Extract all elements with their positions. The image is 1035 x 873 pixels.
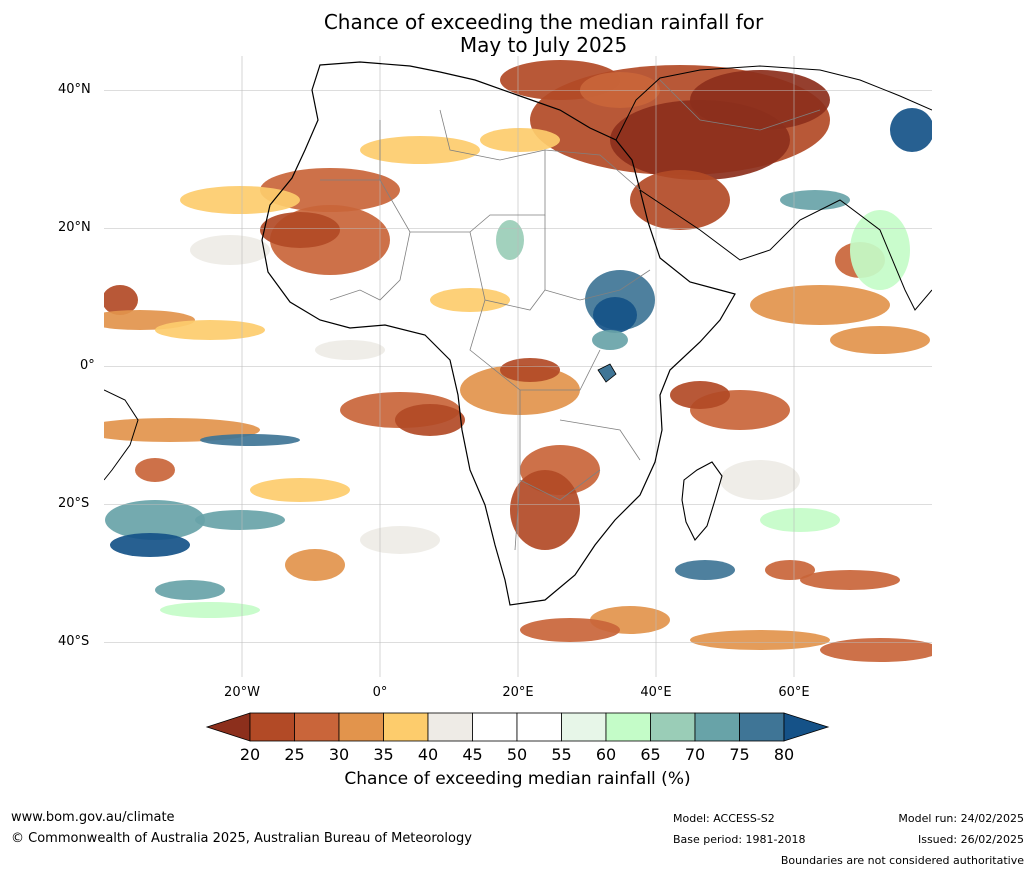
rainfall-anomaly-blob — [890, 108, 932, 152]
rainfall-anomaly-blob — [820, 638, 932, 662]
lon-label-60e: 60°E — [778, 685, 810, 700]
colorbar-segment — [383, 712, 429, 742]
rainfall-anomaly-blob — [395, 404, 465, 436]
lon-label-40e: 40°E — [640, 685, 672, 700]
colorbar-segment — [249, 712, 295, 742]
colorbar-tick-label: 50 — [506, 745, 528, 764]
colorbar-tick-label: 20 — [239, 745, 261, 764]
colorbar-tick-label: 70 — [684, 745, 706, 764]
colorbar-title: Chance of exceeding median rainfall (%) — [344, 769, 691, 789]
colorbar-extend-high — [783, 712, 830, 742]
rainfall-anomaly-blob — [520, 618, 620, 642]
rainfall-anomaly-blob — [360, 136, 480, 164]
colorbar-segment — [427, 712, 473, 742]
colorbar-tick-label: 75 — [729, 745, 750, 764]
colorbar-tick-label: 60 — [595, 745, 617, 764]
colorbar-tick-label: 45 — [462, 745, 483, 764]
colorbar-segment — [472, 712, 518, 742]
rainfall-anomaly-blob — [592, 330, 628, 350]
footer-issued: Issued: 26/02/2025 — [917, 833, 1024, 846]
rainfall-anomaly-blob — [720, 460, 800, 500]
lon-label-0: 0° — [372, 685, 388, 700]
rainfall-anomaly-blob — [675, 560, 735, 580]
rainfall-anomaly-blob — [200, 434, 300, 446]
rainfall-anomaly-blob — [670, 381, 730, 409]
footer-disclaimer: Boundaries are not considered authoritat… — [780, 854, 1024, 867]
rainfall-anomaly-blob — [760, 508, 840, 532]
footer-base-period: Base period: 1981-2018 — [673, 833, 806, 846]
rainfall-anomaly-blob — [765, 560, 815, 580]
rainfall-anomaly-blob — [750, 285, 890, 325]
colorbar-segment — [650, 712, 696, 742]
rainfall-anomaly-blob — [510, 470, 580, 550]
colorbar-segment — [739, 712, 785, 742]
rainfall-anomaly-blob — [800, 570, 900, 590]
rainfall-anomaly-blob — [250, 478, 350, 502]
colorbar-tick-label: 30 — [328, 745, 350, 764]
rainfall-anomaly-blob — [160, 602, 260, 618]
map-area — [104, 56, 932, 677]
rainfall-anomaly-blob — [110, 533, 190, 557]
rainfall-anomaly-blob — [630, 170, 730, 230]
rainfall-anomaly-blob — [155, 580, 225, 600]
rainfall-anomaly-blob — [850, 210, 910, 290]
rainfall-anomaly-blob — [315, 340, 385, 360]
title-line-1: Chance of exceeding the median rainfall … — [323, 10, 764, 34]
rainfall-anomaly-blob — [190, 235, 270, 265]
colorbar — [205, 712, 830, 742]
rainfall-anomaly-blob — [690, 630, 830, 650]
title-line-2: May to July 2025 — [459, 33, 628, 57]
colorbar-extend-low — [205, 712, 251, 742]
colorbar-tick-label: 65 — [640, 745, 661, 764]
colorbar-tick-label: 25 — [284, 745, 305, 764]
rainfall-anomaly-blob — [593, 297, 637, 333]
rainfall-anomaly-blob — [580, 72, 660, 108]
colorbar-segment — [561, 712, 607, 742]
footer-copyright: © Commonwealth of Australia 2025, Austra… — [11, 831, 472, 846]
africa-coastline — [104, 61, 932, 606]
footer-model: Model: ACCESS-S2 — [673, 812, 775, 825]
colorbar-tick-label: 35 — [373, 745, 394, 764]
colorbar-segment — [516, 712, 562, 742]
colorbar-segment — [605, 712, 651, 742]
lon-label-20e: 20°E — [502, 685, 534, 700]
rainfall-anomaly-blob — [690, 70, 830, 130]
rainfall-anomaly-blob — [285, 549, 345, 581]
colorbar-segment — [694, 712, 740, 742]
lat-label-40s: 40°S — [58, 634, 90, 649]
lon-label-20w: 20°W — [224, 685, 260, 700]
rainfall-anomaly-blob — [830, 326, 930, 354]
colorbar-segment — [338, 712, 384, 742]
footer-model-run: Model run: 24/02/2025 — [898, 812, 1024, 825]
colorbar-tick-label: 80 — [773, 745, 795, 764]
lat-label-40n: 40°N — [58, 82, 91, 97]
country-borders — [320, 79, 821, 551]
rainfall-anomaly-blob — [260, 212, 340, 248]
rainfall-anomaly-blob — [155, 320, 265, 340]
rainfall-anomaly-blob — [105, 500, 205, 540]
colorbar-segment — [294, 712, 340, 742]
rainfall-anomaly-blob — [135, 458, 175, 482]
rainfall-anomaly-blob — [480, 128, 560, 152]
colorbar-tick-label: 40 — [417, 745, 439, 764]
colorbar-tick-label: 55 — [551, 745, 572, 764]
rainfall-anomaly-blob — [430, 288, 510, 312]
footer-website[interactable]: www.bom.gov.au/climate — [11, 810, 175, 825]
lat-label-20s: 20°S — [58, 496, 90, 511]
rainfall-anomaly-blob — [360, 526, 440, 554]
lat-label-20n: 20°N — [58, 220, 91, 235]
rainfall-anomaly-blob — [500, 358, 560, 382]
lat-label-0: 0° — [80, 358, 95, 373]
rainfall-anomaly-blob — [195, 510, 285, 530]
rainfall-anomaly-blob — [104, 285, 138, 315]
rainfall-anomaly-blob — [780, 190, 850, 210]
rainfall-anomaly-blob — [496, 220, 524, 260]
